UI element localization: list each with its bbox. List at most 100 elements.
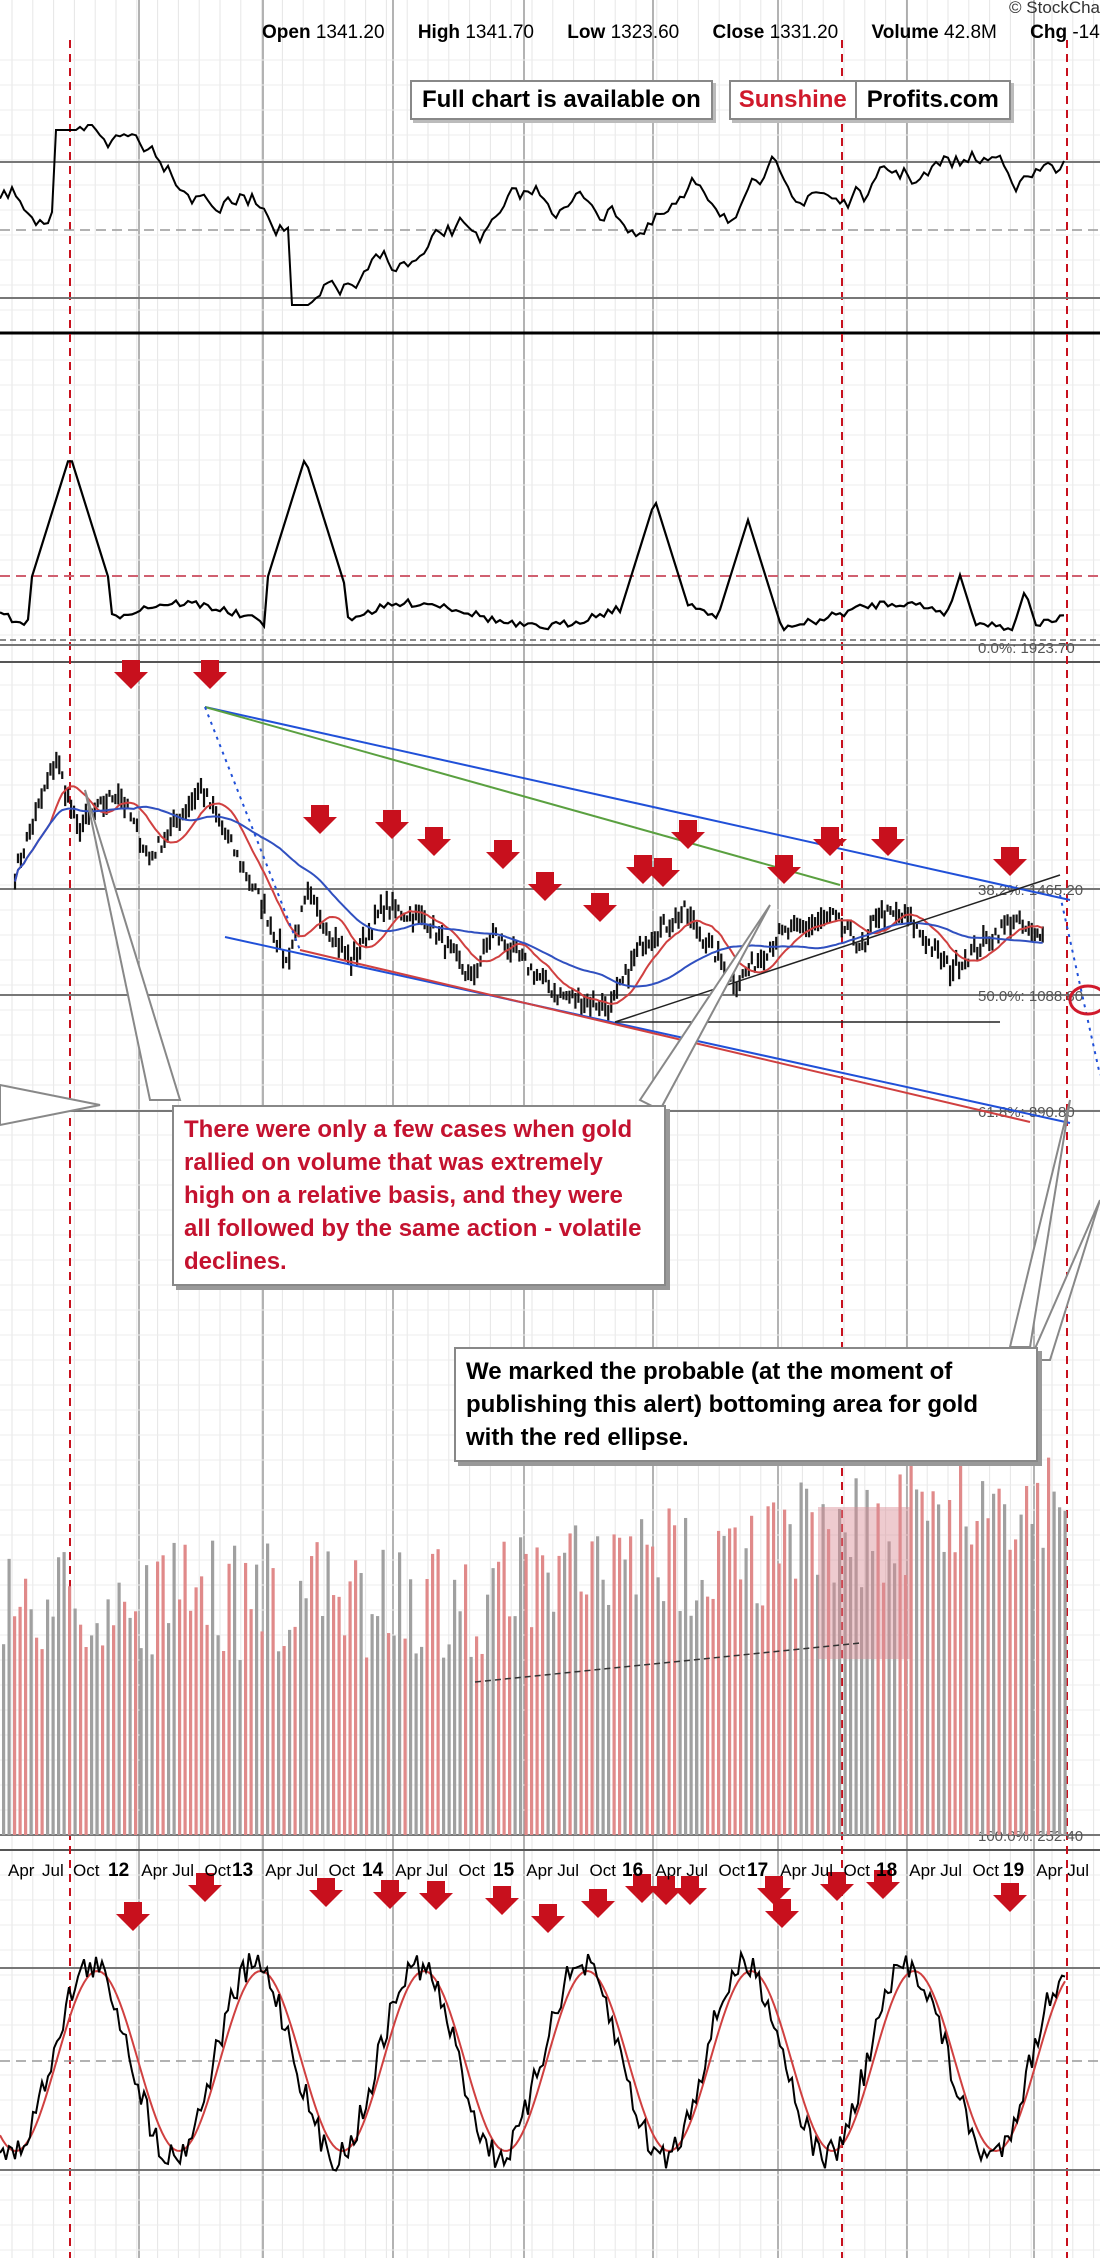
down-arrow-icon	[114, 660, 148, 689]
volume-bar	[194, 1587, 198, 1835]
volume-bar	[920, 1491, 924, 1835]
volume-bar	[854, 1478, 858, 1835]
volume-bar	[73, 1608, 77, 1835]
volume-bar	[953, 1552, 957, 1835]
high-label: High	[417, 22, 461, 43]
volume-bar	[1052, 1491, 1056, 1835]
volume-bar	[321, 1615, 325, 1835]
volume-bar	[387, 1633, 391, 1835]
volume-bar	[266, 1543, 270, 1835]
volume-bar	[887, 1541, 891, 1835]
stockcharts-brand: © StockCha	[1009, 0, 1100, 17]
volume-bar	[112, 1625, 116, 1835]
down-arrow-icon	[581, 1889, 615, 1918]
volume-bar	[84, 1647, 88, 1835]
volume-bar	[882, 1582, 886, 1835]
volume-bar	[1036, 1482, 1040, 1835]
volume-bar	[310, 1556, 314, 1835]
time-tick-label: 14	[362, 1860, 384, 1881]
volume-bar	[618, 1537, 622, 1835]
down-arrow-icon	[767, 855, 801, 884]
volume-bar	[535, 1547, 539, 1835]
volume-bar	[926, 1520, 930, 1835]
open-label: Open	[262, 22, 311, 43]
volume-bar	[563, 1552, 567, 1835]
down-arrow-icon	[583, 893, 617, 922]
volume-bar	[722, 1535, 726, 1835]
volume-label: Volume	[871, 22, 939, 43]
bottoming-ellipse	[1068, 984, 1100, 1016]
volume-bar	[689, 1615, 693, 1835]
rsi-line	[0, 124, 1065, 306]
time-tick-label: 19	[1003, 1860, 1024, 1881]
down-arrow-icon	[626, 855, 660, 884]
time-tick-label: Apr	[395, 1861, 422, 1880]
down-arrow-icon	[671, 820, 705, 849]
volume-bar	[1019, 1514, 1023, 1835]
down-arrow-icon	[646, 858, 680, 887]
volume-bar	[931, 1491, 935, 1835]
volume-bar	[788, 1524, 792, 1835]
volume-bar	[381, 1549, 385, 1835]
volume-bar	[667, 1508, 671, 1835]
down-arrow-icon	[303, 805, 337, 834]
volume-bar	[959, 1462, 963, 1835]
volume-bar	[832, 1582, 836, 1835]
volume-bar	[585, 1594, 589, 1835]
close-value: 1331.20	[769, 22, 839, 43]
volume-bar	[101, 1645, 105, 1835]
time-tick-label: Oct	[459, 1861, 486, 1880]
down-arrow-icon	[673, 1876, 707, 1905]
volume-bar	[794, 1578, 798, 1835]
volume-bar	[502, 1541, 506, 1835]
volume-bar	[700, 1579, 704, 1835]
volume-bar	[992, 1493, 996, 1835]
volume-bar	[557, 1555, 561, 1835]
volume-bar	[893, 1563, 897, 1835]
volume-bar	[937, 1504, 941, 1835]
volume-bar	[761, 1605, 765, 1835]
volume-bar	[821, 1504, 825, 1835]
volume-bar	[189, 1610, 193, 1835]
volume-bar	[128, 1617, 132, 1835]
volume-bar	[24, 1578, 28, 1835]
volume-bar	[651, 1546, 655, 1835]
time-tick-label: Jul	[686, 1861, 708, 1880]
volume-bar	[860, 1587, 864, 1835]
banner-profits: Profits.com	[866, 86, 999, 113]
volume-bar	[997, 1488, 1001, 1835]
down-arrow-icon	[193, 660, 227, 689]
volume-annotation: There were only a few cases when gold ra…	[172, 1105, 666, 1286]
stochastic-main	[0, 1949, 1066, 2172]
ohlc-header: Open 1341.20 High 1341.70 Low 1323.60 Cl…	[262, 22, 1100, 44]
volume-bar	[95, 1623, 99, 1835]
volume-bar	[447, 1644, 451, 1835]
volume-bar	[942, 1551, 946, 1835]
volume-bar	[436, 1549, 440, 1835]
time-tick-label: Apr	[265, 1861, 292, 1880]
volume-bar	[453, 1579, 457, 1835]
fib-level-label: 50.0%: 1088.80	[978, 988, 1083, 1005]
volume-bar	[403, 1638, 407, 1835]
volume-bar	[134, 1611, 138, 1835]
volume-bar	[717, 1530, 721, 1835]
banner-logo: Sunshine Profits.com	[728, 80, 1011, 120]
volume-bar	[777, 1563, 781, 1835]
volume-bar	[227, 1563, 231, 1835]
volume-bar	[205, 1624, 209, 1835]
volume-bar	[656, 1577, 660, 1835]
time-tick-label: Jul	[426, 1861, 448, 1880]
volume-bar	[145, 1565, 149, 1835]
time-tick-label: 13	[232, 1860, 253, 1881]
time-tick-label: Apr	[526, 1861, 553, 1880]
volume-bar	[425, 1578, 429, 1835]
volume-bar	[1063, 1510, 1067, 1835]
volume-bar	[29, 1609, 33, 1835]
volume-bar	[838, 1508, 842, 1835]
chg-value: -14.90 (-1	[1072, 22, 1100, 43]
volume-bar	[728, 1528, 732, 1835]
volume-bar	[172, 1542, 176, 1835]
volume-bar	[13, 1616, 17, 1835]
volume-bar	[783, 1509, 787, 1835]
low-value: 1323.60	[610, 22, 680, 43]
